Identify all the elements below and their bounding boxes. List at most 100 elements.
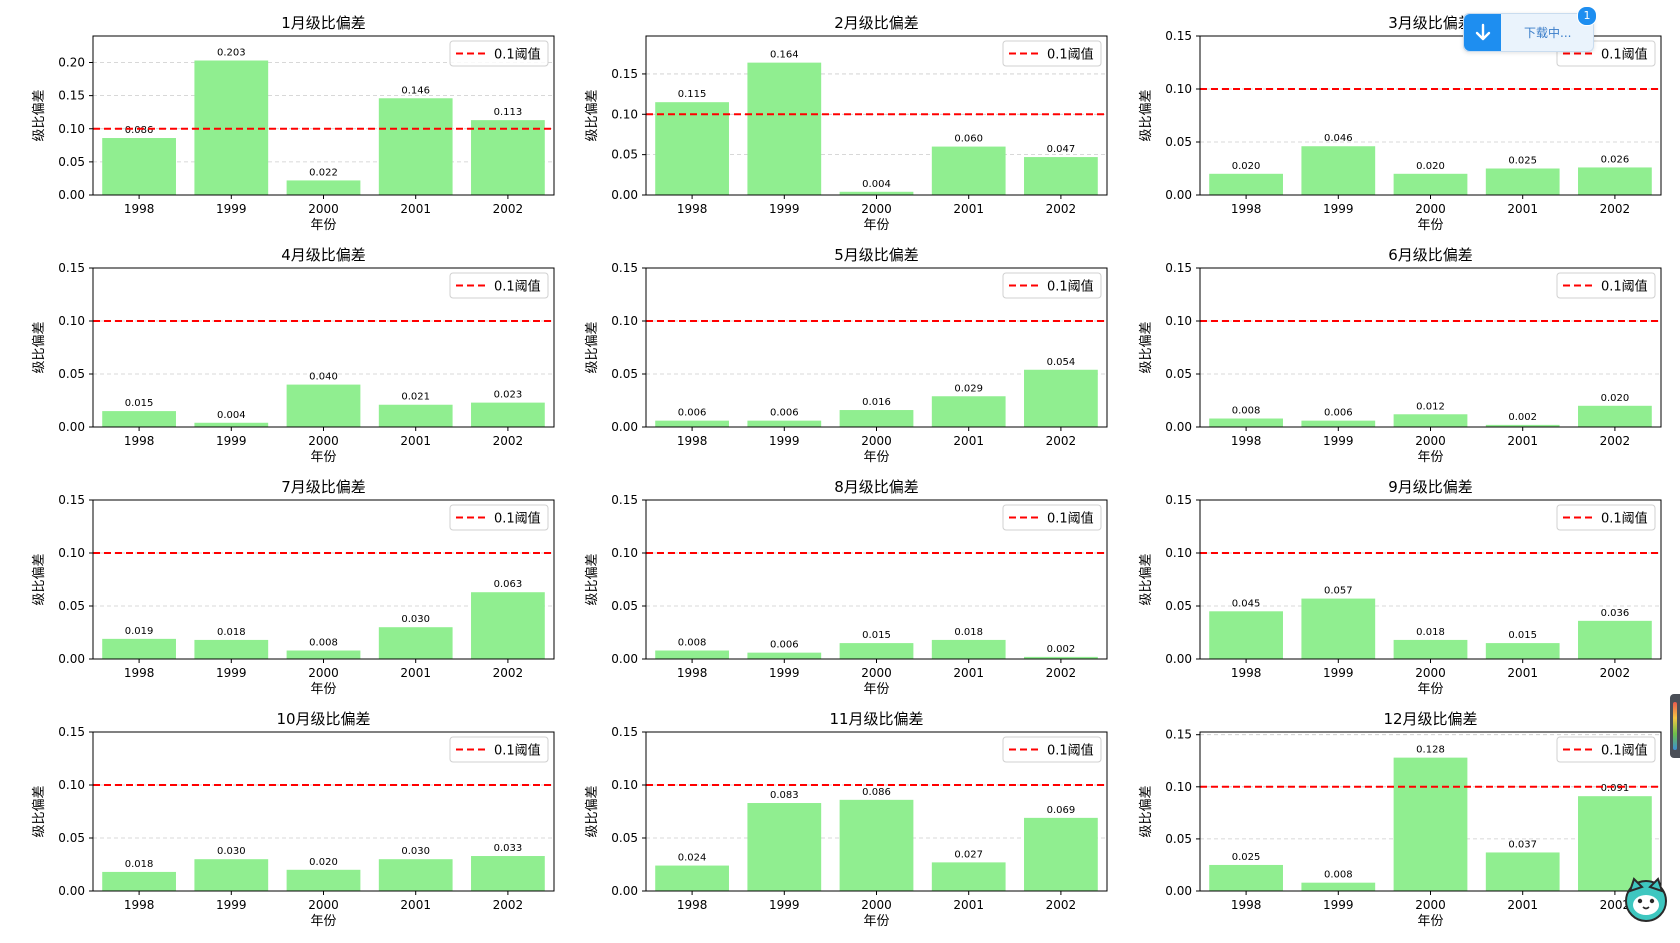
chart-title: 5月级比偏差	[834, 246, 919, 264]
x-axis-label: 年份	[1417, 450, 1443, 465]
legend-box	[1556, 736, 1656, 763]
bar-value-label: 0.030	[217, 846, 246, 857]
x-axis-label: 年份	[1417, 682, 1443, 697]
y-tick-label: 0.05	[611, 599, 638, 613]
legend-label: 0.1阈值	[1047, 279, 1094, 295]
x-tick-label: 1999	[1323, 202, 1354, 216]
y-tick-label: 0.05	[58, 831, 85, 845]
bar-2001	[931, 639, 1006, 659]
y-tick-label: 0.05	[611, 831, 638, 845]
bar-2002	[1024, 369, 1098, 427]
legend-box	[1002, 40, 1102, 67]
bar-value-label: 0.020	[1601, 393, 1630, 404]
bar-value-label: 0.047	[1047, 144, 1076, 155]
y-axis-label: 级比偏差	[585, 89, 600, 141]
bar-value-label: 0.036	[1601, 608, 1630, 619]
bar-1998	[102, 871, 176, 891]
x-axis-label: 年份	[310, 914, 336, 929]
bar-2002	[1024, 656, 1098, 659]
x-tick-label: 1999	[1323, 666, 1354, 680]
x-tick-label: 2000	[308, 202, 339, 216]
y-tick-label: 0.20	[58, 56, 85, 70]
bar-1998	[102, 638, 176, 659]
bar-value-label: 0.057	[1324, 586, 1353, 597]
bar-value-label: 0.029	[954, 383, 983, 394]
y-tick-label: 0.15	[1165, 29, 1192, 43]
bar-1999	[1301, 146, 1376, 195]
x-tick-label: 2000	[1415, 898, 1446, 912]
bar-1998	[655, 420, 729, 427]
legend-box	[449, 736, 549, 763]
chart-title: 4月级比偏差	[281, 246, 366, 264]
x-tick-label: 2001	[1507, 666, 1538, 680]
x-tick-label: 2000	[308, 666, 339, 680]
arrow-down-icon	[1475, 23, 1490, 40]
axes-frame	[645, 499, 1108, 660]
x-tick-label: 1998	[1231, 434, 1262, 448]
bar-value-label: 0.019	[125, 626, 154, 637]
bar-value-label: 0.083	[770, 790, 799, 801]
bar-1999	[747, 803, 822, 891]
y-tick-label: 0.10	[1165, 314, 1192, 328]
download-button[interactable]	[1464, 14, 1501, 51]
x-tick-label: 1998	[677, 666, 708, 680]
x-tick-label: 2002	[1600, 434, 1631, 448]
bar-2000	[839, 643, 914, 659]
axes-frame	[92, 731, 555, 892]
chart-title: 12月级比偏差	[1383, 710, 1477, 728]
x-axis-label: 年份	[310, 682, 336, 697]
y-tick-label: 0.15	[58, 725, 85, 739]
side-panel-handle[interactable]	[1670, 694, 1680, 758]
legend: 0.1阈值	[1002, 504, 1102, 531]
legend-label: 0.1阈值	[1047, 743, 1094, 759]
bar-value-label: 0.037	[1508, 839, 1537, 850]
axes-frame	[645, 731, 1108, 892]
legend: 0.1阈值	[1556, 736, 1656, 763]
bar-value-label: 0.115	[678, 89, 707, 100]
y-tick-label: 0.15	[58, 493, 85, 507]
axes-frame	[645, 35, 1108, 196]
legend-label: 0.1阈值	[494, 47, 541, 63]
y-tick-label: 0.15	[611, 493, 638, 507]
bar-value-label: 0.024	[678, 853, 707, 864]
x-tick-label: 2002	[1600, 202, 1631, 216]
axes-frame	[1199, 731, 1662, 892]
legend: 0.1阈值	[449, 40, 549, 67]
legend-label: 0.1阈值	[494, 279, 541, 295]
bar-value-label: 0.018	[125, 859, 154, 870]
legend-box	[1556, 504, 1656, 531]
bar-value-label: 0.203	[217, 48, 246, 59]
bar-value-label: 0.015	[1508, 630, 1537, 641]
y-axis-label: 级比偏差	[1139, 89, 1154, 141]
y-tick-label: 0.05	[611, 367, 638, 381]
x-tick-label: 1998	[124, 202, 155, 216]
legend: 0.1阈值	[1556, 272, 1656, 299]
bar-value-label: 0.040	[309, 372, 338, 383]
bar-2002	[471, 592, 545, 659]
y-tick-label: 0.05	[58, 155, 85, 169]
cat-avatar-icon[interactable]	[1622, 875, 1670, 923]
y-axis-label: 级比偏差	[1139, 321, 1154, 373]
legend-box	[449, 504, 549, 531]
y-tick-label: 0.00	[611, 884, 638, 898]
x-tick-label: 2001	[1507, 434, 1538, 448]
x-tick-label: 1998	[1231, 666, 1262, 680]
bar-2001	[1485, 643, 1560, 659]
x-tick-label: 1998	[1231, 898, 1262, 912]
legend: 0.1阈值	[449, 272, 549, 299]
x-tick-label: 1998	[677, 202, 708, 216]
bar-1998	[1209, 611, 1283, 659]
legend-label: 0.1阈值	[1601, 743, 1648, 759]
chart-title: 2月级比偏差	[834, 14, 919, 32]
x-tick-label: 2001	[400, 666, 431, 680]
bar-2000	[839, 799, 914, 891]
chart-panel-4: 4月级比偏差 0.00 0.05 0.10 0.15 0.015 1998 0.004 1999…	[32, 246, 555, 465]
y-tick-label: 0.10	[58, 778, 85, 792]
bar-value-label: 0.030	[401, 614, 430, 625]
x-tick-label: 1999	[769, 666, 800, 680]
bar-value-label: 0.020	[309, 857, 338, 868]
bar-2001	[1485, 168, 1560, 195]
download-widget[interactable]: 下载中...	[1463, 13, 1594, 52]
y-tick-label: 0.05	[1165, 367, 1192, 381]
bar-value-label: 0.002	[1508, 412, 1537, 423]
